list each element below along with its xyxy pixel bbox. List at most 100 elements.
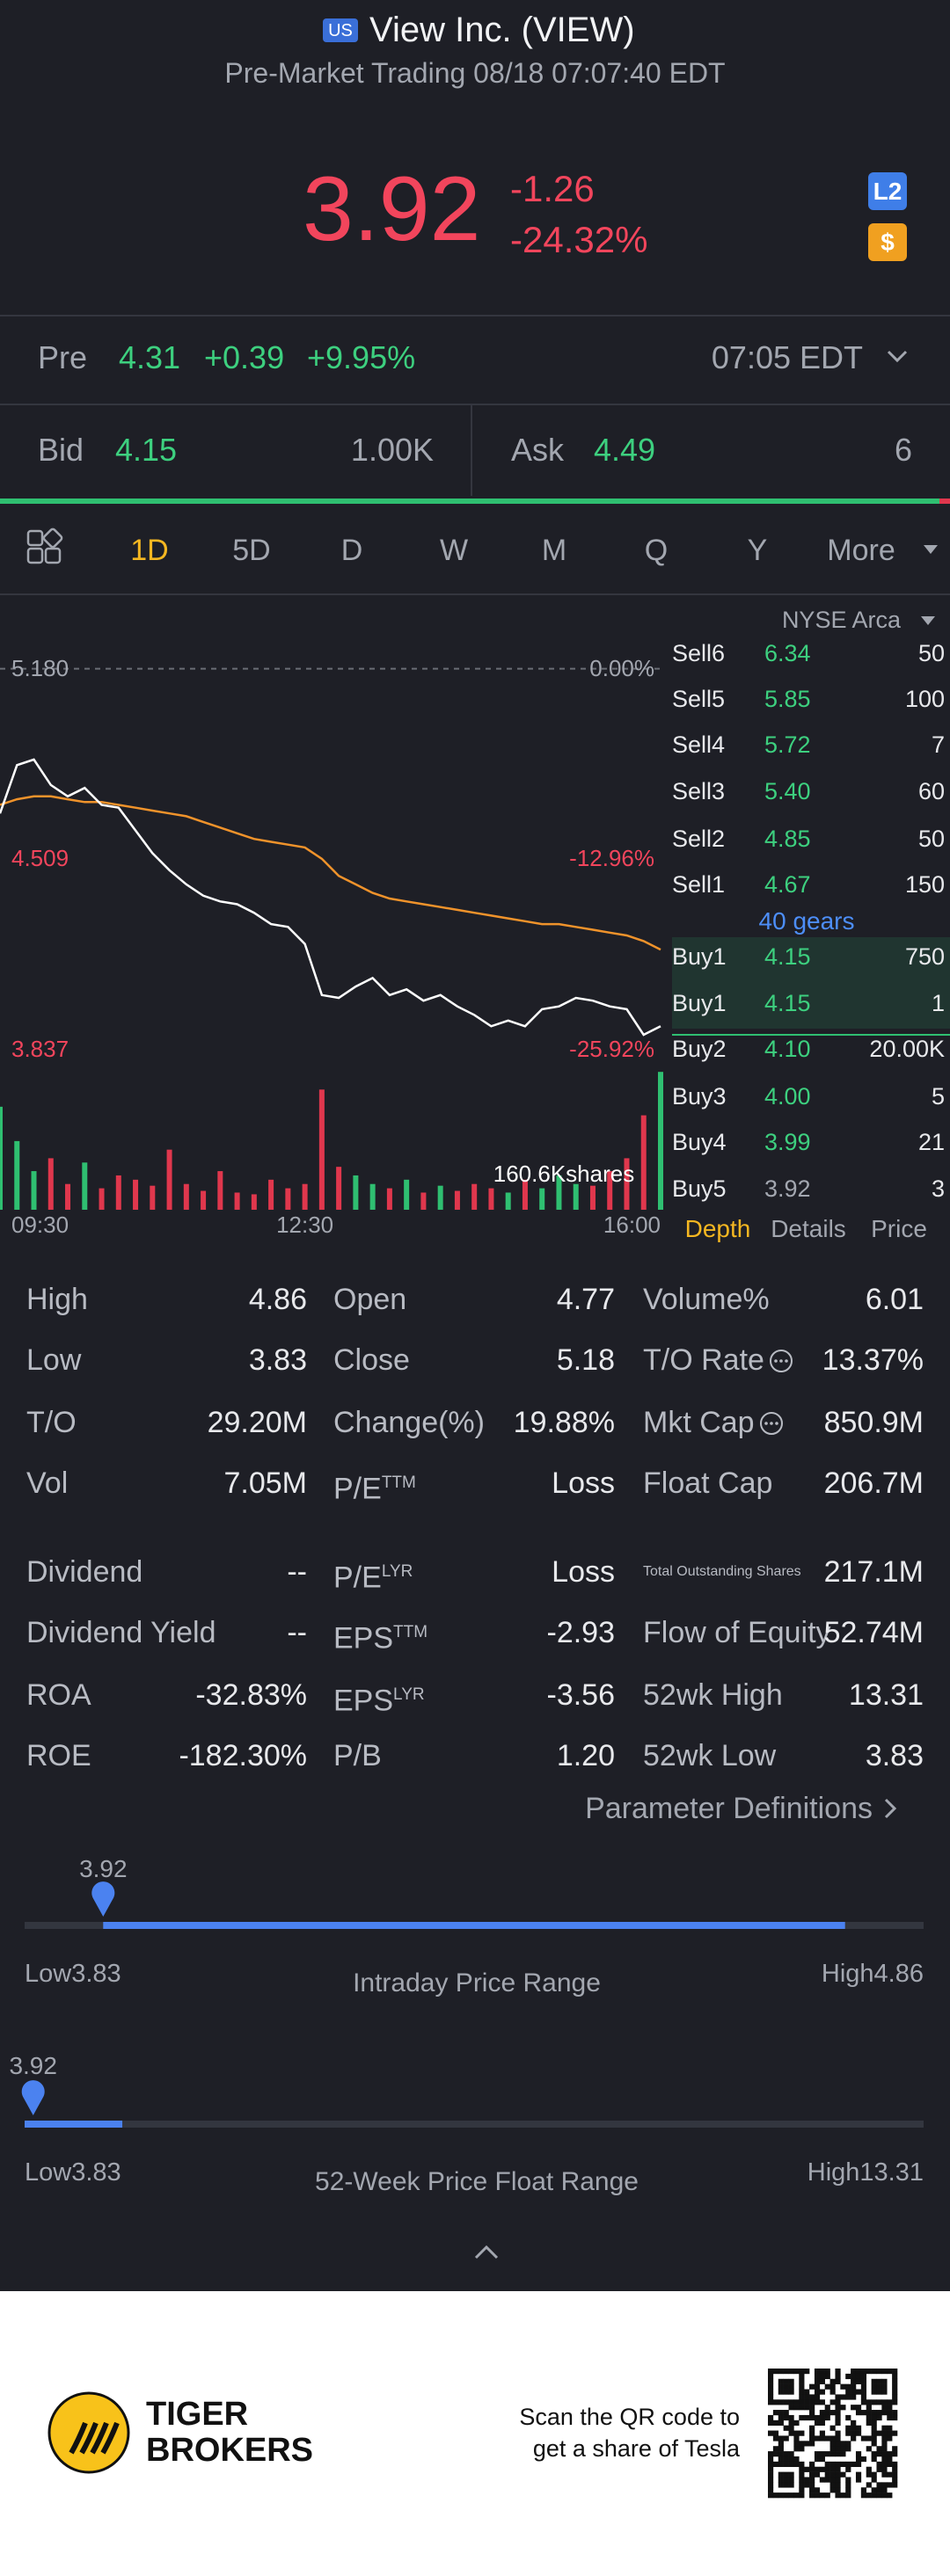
period-tab[interactable]: W: [439, 533, 469, 567]
dropdown-triangle[interactable]: [921, 616, 935, 625]
footer-bg: [0, 2291, 950, 2576]
parameter-definitions-link[interactable]: Parameter Definitions: [585, 1791, 873, 1825]
qr-module: [840, 2451, 846, 2457]
market-badge: US: [328, 21, 353, 40]
qr-module: [866, 2435, 872, 2441]
info-dot[interactable]: [764, 1422, 768, 1425]
layout-icon[interactable]: [26, 547, 44, 564]
book-size: 50: [917, 640, 945, 667]
volume-bar: [573, 1183, 579, 1210]
qr-module: [851, 2420, 857, 2426]
layout-icon[interactable]: [42, 528, 63, 549]
dollar-badge[interactable]: $: [881, 228, 895, 256]
qr-module: [783, 2492, 789, 2499]
qr-module: [824, 2466, 830, 2472]
stat-value: -32.83%: [195, 1677, 307, 1712]
period-tab[interactable]: 5D: [232, 533, 271, 567]
qr-module: [824, 2492, 830, 2499]
info-icon[interactable]: [764, 1349, 794, 1375]
qr-module: [835, 2405, 841, 2411]
info-dot[interactable]: [785, 1359, 788, 1363]
volume-bar: [217, 1171, 223, 1210]
period-tab[interactable]: M: [541, 533, 567, 567]
layout-icon[interactable]: [44, 547, 62, 564]
volume-bar: [82, 1162, 88, 1210]
l2-badge[interactable]: L2: [873, 177, 902, 205]
qr-module: [814, 2383, 821, 2390]
qr-module: [799, 2430, 805, 2436]
volume-bar: [166, 1149, 172, 1210]
period-tab[interactable]: D: [340, 533, 363, 567]
qr-module: [887, 2410, 893, 2416]
stat-label: 52wk Low: [643, 1736, 776, 1775]
premarket-time[interactable]: 07:05 EDT: [711, 338, 863, 375]
period-tab[interactable]: More: [827, 533, 895, 567]
chevron[interactable]: [887, 350, 908, 363]
info-dot[interactable]: [774, 1422, 778, 1425]
qr-module: [768, 2394, 774, 2400]
stat-value: 3.83: [248, 1343, 307, 1377]
qr-module: [824, 2414, 830, 2421]
qr-module: [804, 2389, 810, 2395]
qr-module: [814, 2471, 821, 2478]
qr-module: [768, 2420, 774, 2426]
volume-bar: [420, 1192, 427, 1210]
qr-module: [788, 2383, 794, 2390]
qr-module: [804, 2466, 810, 2472]
qr-module: [887, 2451, 893, 2457]
stat-value: 29.20M: [207, 1405, 307, 1439]
period-tab[interactable]: Q: [644, 533, 669, 567]
qr-module: [881, 2466, 888, 2472]
volume-bar: [251, 1194, 257, 1210]
qr-module: [840, 2405, 846, 2411]
qr-module: [799, 2446, 805, 2452]
book-tab[interactable]: Details: [771, 1214, 846, 1242]
info-circle[interactable]: [769, 1349, 793, 1372]
book-tab[interactable]: Depth: [684, 1214, 751, 1242]
ask-price: 4.49: [594, 431, 656, 468]
exchange-select[interactable]: NYSE Arca: [781, 607, 901, 634]
chevron[interactable]: [884, 1798, 897, 1819]
gears-toggle[interactable]: 40 gears: [758, 906, 855, 935]
info-dot[interactable]: [769, 1422, 773, 1425]
qr-module: [788, 2369, 794, 2375]
info-dot[interactable]: [774, 1359, 778, 1363]
volume-bar: [65, 1183, 71, 1210]
book-tab[interactable]: Price: [871, 1214, 927, 1242]
qr-module: [887, 2492, 893, 2499]
period-tab[interactable]: 1D: [130, 533, 169, 567]
stat-label-text: Total Outstanding Shares: [643, 1563, 801, 1579]
layout-icon[interactable]: [26, 529, 44, 547]
qr-module: [768, 2430, 774, 2436]
qr-module: [814, 2435, 821, 2441]
qr-module: [866, 2471, 872, 2478]
range-marker: [91, 1881, 115, 1917]
qr-module: [829, 2399, 836, 2405]
qr-module: [835, 2414, 841, 2421]
info-icon[interactable]: [755, 1411, 785, 1437]
qr-module: [892, 2482, 898, 2488]
dropdown-triangle[interactable]: [924, 545, 938, 554]
period-tab[interactable]: Y: [747, 533, 768, 567]
stat-label: Mkt Cap: [643, 1403, 785, 1442]
volume-bar: [640, 1115, 647, 1210]
qr-module: [860, 2487, 867, 2493]
qr-module: [793, 2399, 800, 2405]
qr-module: [778, 2369, 784, 2375]
qr-module: [819, 2389, 825, 2395]
info-dot[interactable]: [779, 1359, 783, 1363]
stat-value: Loss: [552, 1466, 615, 1500]
qr-caption: get a share of Tesla: [532, 2435, 740, 2463]
qr-module: [860, 2383, 867, 2390]
chevron[interactable]: [474, 2245, 499, 2259]
qr-module: [788, 2378, 794, 2384]
qr-module: [772, 2461, 779, 2468]
info-circle[interactable]: [759, 1411, 783, 1435]
qr-module: [799, 2399, 805, 2405]
stat-value: 4.86: [248, 1282, 307, 1316]
qr-module: [887, 2430, 893, 2436]
qr-module: [819, 2373, 825, 2380]
qr-module: [788, 2492, 794, 2499]
